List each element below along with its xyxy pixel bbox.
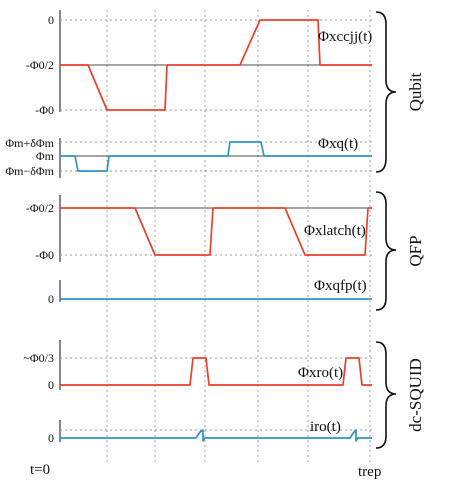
label-readout-current: iro(t) xyxy=(310,419,341,435)
brace-dcsquid: dc-SQUID xyxy=(375,341,425,449)
tick-q-plus: Φm+δΦm xyxy=(5,136,54,150)
tick-latch-minus-half: -Φ0/2 xyxy=(26,201,54,215)
panel-readout-flux: ~Φ0/3 0 Φxro(t) xyxy=(23,340,372,392)
tick-i-zero: 0 xyxy=(48,431,54,445)
panel-qubit-flux: Φm+δΦm Φm Φm−δΦm Φxq(t) xyxy=(5,136,372,178)
tick-ccjj-minus-full: -Φ0 xyxy=(35,103,54,117)
panel-qfp-flux: 0 Φxqfp(t) xyxy=(48,278,372,306)
tick-ccjj-zero: 0 xyxy=(48,13,54,27)
readout-flux-trace xyxy=(60,357,372,386)
tick-qfp-zero: 0 xyxy=(48,292,54,306)
label-readout-flux: Φxro(t) xyxy=(298,365,343,381)
brace-qfp: QFP xyxy=(375,191,425,311)
label-qfp-flux: Φxqfp(t) xyxy=(314,278,367,294)
tick-ro-third: ~Φ0/3 xyxy=(23,351,54,365)
time-end-label: trep xyxy=(358,464,381,480)
group-label-qfp: QFP xyxy=(406,235,425,266)
group-label-qubit: Qubit xyxy=(406,72,425,111)
panel-ccjj: 0 -Φ0/2 -Φ0 Φxccjj(t) xyxy=(26,10,372,117)
tick-q-minus: Φm−δΦm xyxy=(5,164,54,178)
readout-current-trace xyxy=(60,429,372,442)
group-label-dcsquid: dc-SQUID xyxy=(406,358,425,432)
brace-qubit: Qubit xyxy=(375,11,425,173)
tick-ccjj-minus-half: -Φ0/2 xyxy=(26,58,54,72)
label-latch-flux: Φxlatch(t) xyxy=(304,223,366,239)
tick-q-mid: Φm xyxy=(36,149,55,163)
ccjj-flux-trace xyxy=(60,19,372,111)
panel-readout-current: 0 iro(t) xyxy=(48,419,372,445)
label-ccjj-flux: Φxccjj(t) xyxy=(318,29,372,45)
panel-latch: -Φ0/2 -Φ0 Φxlatch(t) xyxy=(26,195,372,262)
time-gridlines xyxy=(106,10,371,462)
tick-latch-minus-full: -Φ0 xyxy=(35,248,54,262)
tick-ro-zero: 0 xyxy=(48,378,54,392)
time-start-label: t=0 xyxy=(30,462,50,478)
qubit-flux-trace xyxy=(60,141,372,172)
label-qubit-flux: Φxq(t) xyxy=(318,136,358,152)
latch-flux-trace xyxy=(60,207,372,256)
